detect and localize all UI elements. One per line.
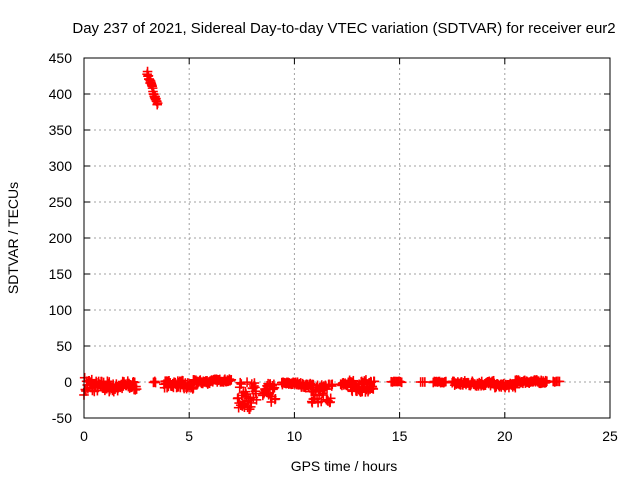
y-tick-label: 200 <box>49 230 73 246</box>
y-tick-label: 400 <box>49 86 73 102</box>
data-point <box>236 379 247 389</box>
x-tick-label: 5 <box>185 428 193 444</box>
data-point <box>226 374 237 385</box>
data-point <box>270 393 281 404</box>
plot-frame <box>83 57 611 419</box>
data-point <box>554 376 565 387</box>
x-tick-label: 0 <box>80 428 88 444</box>
y-tick-label: 0 <box>64 374 72 390</box>
data-point <box>369 376 380 387</box>
y-tick-label: 100 <box>49 302 73 318</box>
data-point <box>368 384 379 394</box>
y-tick-label: 50 <box>56 338 72 354</box>
y-tick-label: 150 <box>49 266 73 282</box>
data-point <box>129 377 140 388</box>
y-tick-label: 450 <box>49 50 73 66</box>
data-point <box>150 377 161 388</box>
y-tick-label: -50 <box>52 410 72 426</box>
axis-ticks: -50 0 50 100 150 200 250 300 350 400 450 0 5 10 15 20 25 <box>49 50 618 444</box>
x-tick-label: 25 <box>602 428 618 444</box>
data-point <box>251 395 262 405</box>
data-point <box>396 377 407 388</box>
y-tick-label: 350 <box>49 122 73 138</box>
data-point <box>325 393 336 404</box>
x-axis-label: GPS time / hours <box>291 458 398 474</box>
y-tick-label: 250 <box>49 194 73 210</box>
data-point <box>327 379 338 390</box>
data-point <box>420 377 430 387</box>
data-point <box>269 382 280 393</box>
data-point <box>242 377 252 387</box>
x-tick-label: 20 <box>497 428 513 444</box>
data-points <box>79 66 565 415</box>
x-tick-label: 15 <box>392 428 408 444</box>
data-point <box>131 384 142 394</box>
data-point <box>152 98 163 108</box>
data-point <box>246 398 257 408</box>
y-tick-label: 300 <box>49 158 73 174</box>
y-axis-label: SDTVAR / TECUs <box>5 182 21 294</box>
chart-title: Day 237 of 2021, Sidereal Day-to-day VTE… <box>72 20 615 37</box>
grid <box>84 58 610 418</box>
x-tick-label: 10 <box>287 428 303 444</box>
